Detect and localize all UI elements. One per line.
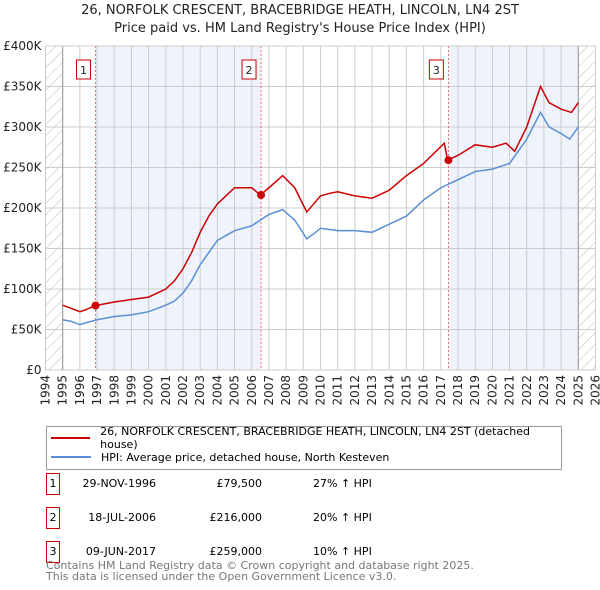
x-tick-label: 2003 (193, 375, 207, 406)
x-tick-label: 2010 (314, 375, 328, 406)
sale-hpi-diff: 10% ↑ HPI (313, 545, 372, 558)
sale-row: 1 29-NOV-1996 £79,500 27% ↑ HPI (46, 473, 446, 495)
sale-badge: 2 (46, 507, 60, 529)
sale-row: 3 09-JUN-2017 £259,000 10% ↑ HPI (46, 541, 446, 563)
sale-point (91, 301, 100, 310)
x-tick-label: 2001 (159, 375, 173, 406)
x-tick-label: 2002 (176, 375, 190, 406)
legend-blue-line (51, 456, 91, 458)
x-tick-label: 2022 (520, 375, 534, 406)
x-tick-label: 1996 (73, 375, 87, 406)
x-tick-label: 2011 (331, 375, 345, 406)
y-tick-label: £350K (3, 80, 43, 94)
x-tick-label: 2023 (537, 375, 551, 406)
y-tick-label: £250K (3, 161, 43, 175)
sale-date: 18-JUL-2006 (88, 511, 156, 524)
sale-marker-label: 3 (433, 64, 440, 77)
sale-hpi-diff: 27% ↑ HPI (313, 477, 372, 490)
legend-label-property: 26, NORFOLK CRESCENT, BRACEBRIDGE HEATH,… (100, 425, 530, 451)
x-tick-label: 1999 (124, 375, 138, 406)
plot-border (45, 45, 596, 371)
x-tick-label: 2025 (571, 375, 585, 406)
x-tick-label: 2006 (245, 375, 259, 406)
sale-marker-box (428, 59, 444, 80)
legend-label-hpi: HPI: Average price, detached house, Nort… (101, 450, 390, 464)
x-tick-label: 2021 (503, 375, 517, 406)
y-tick-label: £50K (11, 323, 43, 337)
x-tick-label: 2026 (589, 375, 600, 406)
y-tick-label: £100K (3, 282, 43, 296)
y-tick-label: £0 (26, 363, 41, 377)
footer-line-1: Contains HM Land Registry data © Crown c… (46, 559, 474, 572)
x-tick-label: 2020 (485, 375, 499, 406)
x-tick-label: 1998 (107, 375, 121, 406)
sale-price: £259,000 (209, 545, 263, 558)
x-tick-label: 2012 (348, 375, 362, 406)
footer: Contains HM Land Registry data © Crown c… (46, 560, 474, 582)
x-tick-label: 2008 (279, 375, 293, 406)
x-tick-label: 1997 (90, 375, 104, 406)
x-tick-label: 1994 (39, 375, 53, 406)
sale-point (444, 156, 453, 165)
sale-marker-label: 2 (246, 64, 253, 77)
x-tick-label: 2014 (382, 375, 396, 406)
x-tick-label: 1995 (56, 375, 70, 406)
x-tick-label: 2017 (434, 375, 448, 406)
sale-marker-box (76, 59, 92, 80)
sale-point (257, 191, 266, 200)
y-tick-label: £400K (3, 39, 43, 53)
x-tick-label: 2019 (468, 375, 482, 406)
sale-date: 09-JUN-2017 (85, 545, 156, 558)
chart-subtitle: Price paid vs. HM Land Registry's House … (114, 21, 486, 36)
chart-title: 26, NORFOLK CRESCENT, BRACEBRIDGE HEATH,… (81, 3, 519, 18)
sale-hpi-diff: 20% ↑ HPI (313, 511, 372, 524)
sale-price: £216,000 (209, 511, 263, 524)
sale-date: 29-NOV-1996 (82, 477, 156, 490)
sale-badge: 3 (46, 541, 60, 563)
sale-price: £79,500 (216, 477, 263, 490)
sale-marker-box (241, 59, 257, 80)
x-tick-label: 2004 (210, 375, 224, 406)
x-tick-label: 2015 (399, 375, 413, 406)
legend-red-line (51, 437, 91, 439)
x-tick-label: 2000 (142, 375, 156, 406)
property-series-line (62, 84, 579, 313)
footer-line-2: This data is licensed under the Open Gov… (46, 570, 397, 583)
y-tick-label: £200K (3, 201, 43, 215)
sale-marker-label: 1 (80, 64, 87, 77)
sale-row: 2 18-JUL-2006 £216,000 20% ↑ HPI (46, 507, 446, 529)
price-chart: 1994 1995 1996 1997 1998 1999 2000 2001 2002 2003… (3, 39, 600, 406)
y-tick-label: £150K (3, 242, 43, 256)
x-tick-label: 2016 (417, 375, 431, 406)
x-tick-label: 2018 (451, 375, 465, 406)
legend: 26, NORFOLK CRESCENT, BRACEBRIDGE HEATH,… (46, 425, 562, 470)
x-tick-label: 2013 (365, 375, 379, 406)
hpi-series-line (62, 110, 579, 326)
x-tick-label: 2005 (228, 375, 242, 406)
y-tick-label: £300K (3, 120, 43, 134)
x-tick-label: 2024 (554, 375, 568, 406)
sale-badge: 1 (46, 473, 60, 495)
x-tick-label: 2007 (262, 375, 276, 406)
x-tick-label: 2009 (296, 375, 310, 406)
